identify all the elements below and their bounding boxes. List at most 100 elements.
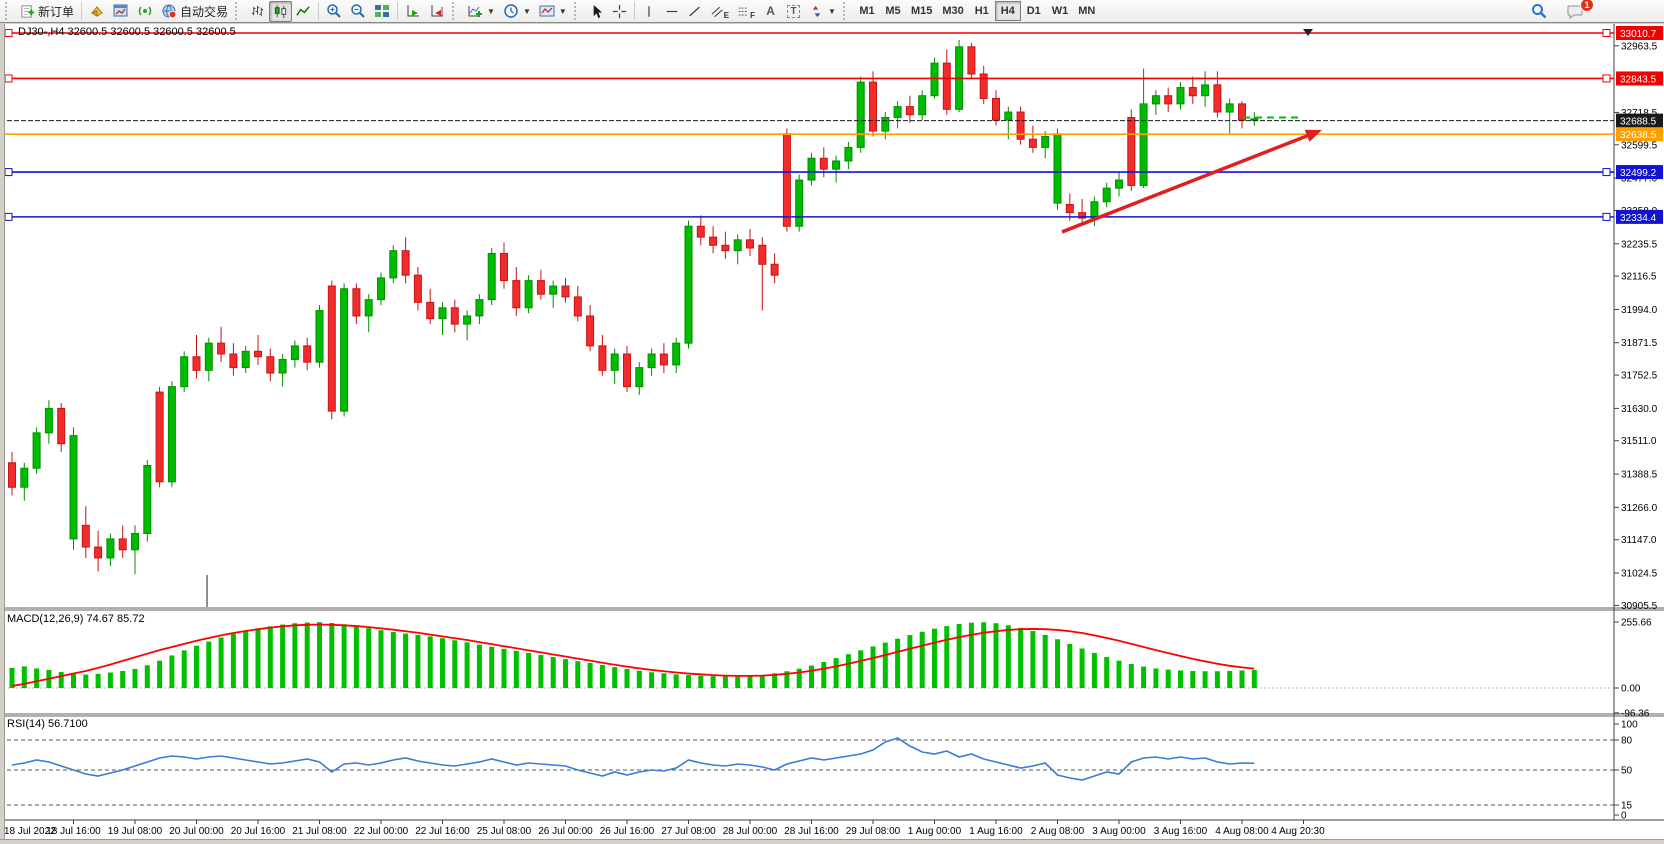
text-label-tool-button[interactable]: T bbox=[782, 1, 805, 22]
svg-text:31511.0: 31511.0 bbox=[1621, 436, 1657, 447]
timeframe-d1-button[interactable]: D1 bbox=[1026, 5, 1041, 17]
chevron-down-icon: ▼ bbox=[522, 6, 531, 16]
periods-button[interactable]: ▼ bbox=[499, 1, 535, 22]
svg-text:21 Jul 08:00: 21 Jul 08:00 bbox=[292, 826, 347, 837]
line-chart-button[interactable] bbox=[292, 1, 315, 22]
timeframe-h1-button[interactable]: H1 bbox=[974, 5, 989, 17]
chart-window-button[interactable] bbox=[109, 1, 133, 22]
svg-text:30905.5: 30905.5 bbox=[1621, 601, 1658, 612]
signals-button[interactable] bbox=[133, 1, 157, 22]
text-tool-letter: A bbox=[766, 4, 775, 18]
new-order-button[interactable]: 新订单 bbox=[16, 1, 78, 22]
svg-text:15: 15 bbox=[1621, 801, 1633, 812]
zoom-out-button[interactable] bbox=[346, 1, 370, 22]
candles bbox=[8, 39, 1259, 575]
level-line[interactable]: 32638.5 bbox=[0, 127, 1663, 142]
vertical-line-icon bbox=[642, 4, 656, 19]
text-label-letter: T bbox=[787, 4, 800, 18]
zoom-out-icon bbox=[350, 3, 366, 19]
timeframe-m30-button[interactable]: M30 bbox=[942, 5, 964, 17]
new-order-icon bbox=[20, 4, 35, 19]
fibonacci-letter: F bbox=[750, 10, 756, 20]
crosshair-button[interactable] bbox=[608, 1, 631, 22]
bar-chart-button[interactable] bbox=[246, 1, 269, 22]
quotes-button[interactable] bbox=[85, 1, 109, 22]
template-icon bbox=[539, 3, 555, 19]
chart-shift-icon bbox=[429, 3, 445, 19]
signals-icon bbox=[137, 3, 153, 19]
time-axis[interactable] bbox=[0, 821, 1614, 841]
horizontal-line-icon bbox=[665, 4, 679, 19]
rsi-indicator-label: RSI(14) 56.7100 bbox=[7, 718, 88, 730]
auto-scroll-button[interactable] bbox=[401, 1, 425, 22]
candlestick-chart-button[interactable] bbox=[269, 0, 293, 22]
candlestick-icon bbox=[273, 4, 288, 19]
search-icon bbox=[1531, 3, 1547, 19]
timeframe-m5-button[interactable]: M5 bbox=[885, 5, 901, 17]
svg-text:100: 100 bbox=[1621, 720, 1638, 731]
timeframe-w1-button[interactable]: W1 bbox=[1051, 5, 1069, 17]
text-tool-button[interactable]: A bbox=[759, 1, 782, 22]
svg-text:26 Jul 16:00: 26 Jul 16:00 bbox=[600, 826, 655, 837]
svg-text:31147.0: 31147.0 bbox=[1621, 535, 1657, 546]
timeframe-h4-button[interactable]: H4 bbox=[994, 1, 1021, 21]
cursor-button[interactable] bbox=[585, 1, 608, 22]
svg-text:31024.5: 31024.5 bbox=[1621, 569, 1658, 580]
toolbar-grip bbox=[452, 2, 460, 20]
svg-text:1 Aug 16:00: 1 Aug 16:00 bbox=[969, 826, 1023, 837]
zoom-in-icon bbox=[326, 3, 342, 19]
gold-icon bbox=[89, 3, 105, 19]
svg-text:31266.0: 31266.0 bbox=[1621, 503, 1658, 514]
svg-text:1 Aug 00:00: 1 Aug 00:00 bbox=[908, 826, 962, 837]
chart-window-icon bbox=[113, 3, 129, 19]
svg-text:2 Aug 08:00: 2 Aug 08:00 bbox=[1031, 826, 1085, 837]
search-button[interactable] bbox=[1527, 1, 1551, 22]
autotrading-button[interactable]: 自动交易 bbox=[157, 1, 232, 22]
toolbar-grip bbox=[573, 2, 582, 20]
level-line[interactable]: 32843.5 bbox=[0, 71, 1663, 86]
chart-shift-button[interactable] bbox=[425, 1, 449, 22]
svg-text:20 Jul 00:00: 20 Jul 00:00 bbox=[169, 826, 224, 837]
timeframe-m15-button[interactable]: M15 bbox=[910, 5, 933, 17]
arrows-tool-button[interactable]: ▼ bbox=[805, 1, 840, 22]
svg-text:4 Aug 08:00: 4 Aug 08:00 bbox=[1215, 826, 1269, 837]
autotrading-globe-icon bbox=[161, 3, 177, 19]
fibonacci-tool-button[interactable]: F bbox=[733, 1, 759, 22]
notification-badge: 1 bbox=[1580, 0, 1594, 12]
trendline-tool-button[interactable] bbox=[684, 1, 707, 22]
svg-text:32116.5: 32116.5 bbox=[1621, 272, 1657, 283]
svg-text:28 Jul 00:00: 28 Jul 00:00 bbox=[723, 826, 778, 837]
timeframe-m1-button[interactable]: M1 bbox=[859, 5, 875, 17]
line-chart-icon bbox=[296, 4, 311, 19]
chart-shift-marker[interactable] bbox=[1303, 29, 1313, 36]
level-line[interactable]: 32334.4 bbox=[0, 209, 1663, 224]
macd-axis-labels: 255.66 0.00 -96.36 bbox=[1614, 618, 1652, 719]
tile-windows-button[interactable] bbox=[370, 1, 394, 22]
timeframe-mn-button[interactable]: MN bbox=[1078, 5, 1096, 17]
chart-canvas[interactable]: 32963.532718.532599.532477.032358.032235… bbox=[0, 24, 1664, 843]
trendline-icon bbox=[688, 4, 702, 19]
vertical-line-tool-button[interactable] bbox=[638, 1, 661, 22]
svg-text:31630.0: 31630.0 bbox=[1621, 404, 1658, 415]
level-line[interactable]: 32499.2 bbox=[0, 165, 1663, 180]
chevron-down-icon: ▼ bbox=[487, 6, 495, 16]
chart-title: DJ30-,H4 32600.5 32600.5 32600.5 32600.5 bbox=[18, 26, 236, 38]
fibonacci-icon bbox=[737, 4, 751, 19]
svg-text:4 Aug 20:30: 4 Aug 20:30 bbox=[1271, 826, 1325, 837]
level-line[interactable]: 33010.7 bbox=[0, 26, 1663, 40]
svg-text:32963.5: 32963.5 bbox=[1621, 41, 1658, 52]
indicators-button[interactable]: ▼ bbox=[463, 1, 499, 22]
price-axis[interactable] bbox=[1615, 24, 1664, 820]
equidistant-channel-tool-button[interactable]: E bbox=[707, 1, 733, 22]
indicators-icon bbox=[467, 3, 483, 19]
svg-text:32638.5: 32638.5 bbox=[1620, 130, 1657, 141]
trend-arrow[interactable] bbox=[1061, 129, 1322, 234]
chat-button[interactable]: 1 bbox=[1563, 0, 1594, 22]
horizontal-line-tool-button[interactable] bbox=[661, 1, 684, 22]
svg-text:25 Jul 08:00: 25 Jul 08:00 bbox=[477, 826, 532, 837]
zoom-in-button[interactable] bbox=[322, 1, 346, 22]
templates-button[interactable]: ▼ bbox=[535, 1, 571, 22]
svg-text:80: 80 bbox=[1621, 736, 1633, 747]
svg-text:32334.4: 32334.4 bbox=[1620, 213, 1657, 224]
level-line[interactable]: 32688.5 bbox=[0, 113, 1663, 128]
